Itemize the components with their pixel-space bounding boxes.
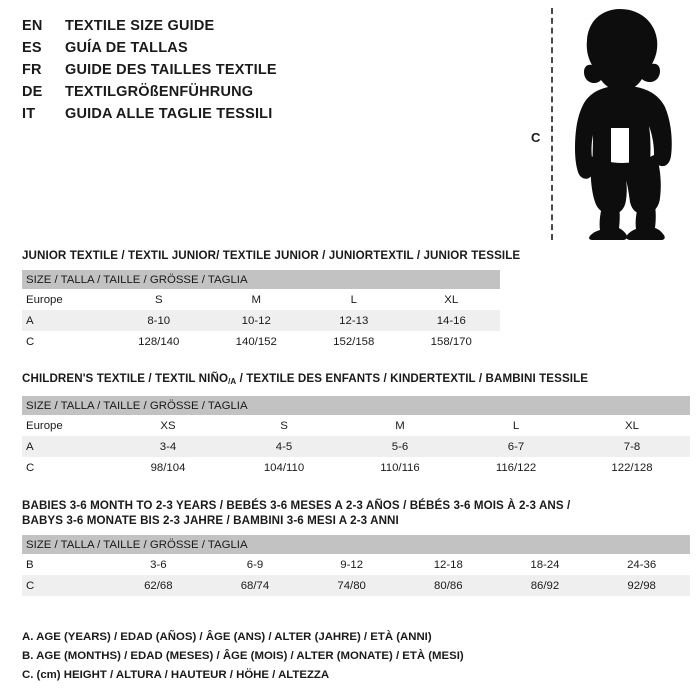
row-label: B xyxy=(22,554,110,575)
section-title: CHILDREN'S TEXTILE / TEXTIL NIÑO/A / TEX… xyxy=(22,371,690,389)
language-title: TEXTILE SIZE GUIDE xyxy=(65,18,215,34)
table-bar-row: SIZE / TALLA / TAILLE / GRÖSSE / TAGLIA xyxy=(22,535,690,554)
language-code: IT xyxy=(22,106,36,122)
table-cell: 152/158 xyxy=(305,331,403,352)
language-row: FR GUIDE DES TAILLES TEXTILE xyxy=(22,62,502,84)
section-title: JUNIOR TEXTILE / TEXTIL JUNIOR/ TEXTILE … xyxy=(22,249,521,262)
table-cell: 128/140 xyxy=(110,331,208,352)
legend-block: A. AGE (YEARS) / EDAD (AÑOS) / ÂGE (ANS)… xyxy=(22,628,464,685)
table-cell: 158/170 xyxy=(402,331,501,352)
language-code: ES xyxy=(22,40,42,56)
language-code: DE xyxy=(22,84,43,100)
table-cell: 6-7 xyxy=(458,436,574,457)
language-code: FR xyxy=(22,62,42,78)
section-junior: JUNIOR TEXTILE / TEXTIL JUNIOR/ TEXTILE … xyxy=(22,248,520,352)
section-title: BABIES 3-6 MONTH TO 2-3 YEARS / BEBÉS 3-… xyxy=(22,499,571,512)
table-cell: 18-24 xyxy=(496,554,594,575)
table-row: C 128/140 140/152 152/158 158/170 xyxy=(22,331,501,352)
height-measure-label: C xyxy=(531,130,541,145)
table-cell: 140/152 xyxy=(207,331,305,352)
table-cell: 104/110 xyxy=(226,457,342,478)
language-title-block: EN TEXTILE SIZE GUIDE ES GUÍA DE TALLAS FR GU… xyxy=(22,18,502,128)
table-cell: 3-6 xyxy=(110,554,207,575)
table-cell: L xyxy=(305,289,403,310)
size-bar-label: SIZE / TALLA / TAILLE / GRÖSSE / TAGLIA xyxy=(22,270,501,289)
language-title: TEXTILGRÖßENFÜHRUNG xyxy=(65,84,254,100)
language-row: IT GUIDA ALLE TAGLIE TESSILI xyxy=(22,106,502,128)
table-cell: 12-18 xyxy=(399,554,497,575)
section-title-part: / TEXTILE DES ENFANTS / KINDERTEXTIL / B… xyxy=(236,372,589,385)
section-babies: BABIES 3-6 MONTH TO 2-3 YEARS / BEBÉS 3-… xyxy=(22,498,690,596)
table-cell: 10-12 xyxy=(207,310,305,331)
row-label: Europe xyxy=(22,289,110,310)
height-measure-dashed-line xyxy=(551,8,553,240)
language-row: DE TEXTILGRÖßENFÜHRUNG xyxy=(22,84,502,106)
table-cell: 122/128 xyxy=(574,457,691,478)
toddler-silhouette-icon xyxy=(557,8,687,245)
table-cell: 3-4 xyxy=(110,436,226,457)
table-cell: 98/104 xyxy=(110,457,226,478)
table-cell: 8-10 xyxy=(110,310,208,331)
language-title: GUIDA ALLE TAGLIE TESSILI xyxy=(65,106,273,122)
table-cell: XL xyxy=(402,289,501,310)
language-row: ES GUÍA DE TALLAS xyxy=(22,40,502,62)
table-row: Europe XS S M L XL xyxy=(22,415,691,436)
table-cell: S xyxy=(226,415,342,436)
table-cell: 9-12 xyxy=(303,554,400,575)
section-title-part: CHILDREN'S TEXTILE / TEXTIL NIÑO xyxy=(22,372,229,385)
table-cell: 92/98 xyxy=(593,575,690,596)
table-cell: L xyxy=(458,415,574,436)
table-cell: 116/122 xyxy=(458,457,574,478)
table-row: C 62/68 68/74 74/80 80/86 86/92 92/98 xyxy=(22,575,690,596)
table-cell: 7-8 xyxy=(574,436,691,457)
table-row: B 3-6 6-9 9-12 12-18 18-24 24-36 xyxy=(22,554,690,575)
section-children: CHILDREN'S TEXTILE / TEXTIL NIÑO/A / TEX… xyxy=(22,371,691,478)
table-cell: 5-6 xyxy=(342,436,458,457)
table-cell: 62/68 xyxy=(110,575,207,596)
row-label: A xyxy=(22,436,110,457)
language-code: EN xyxy=(22,18,43,34)
size-bar-label: SIZE / TALLA / TAILLE / GRÖSSE / TAGLIA xyxy=(22,396,691,415)
table-cell: 110/116 xyxy=(342,457,458,478)
table-cell: 6-9 xyxy=(206,554,304,575)
table-cell: M xyxy=(207,289,305,310)
table-cell: M xyxy=(342,415,458,436)
section-title-subscript: /A xyxy=(228,377,237,386)
table-row: Europe S M L XL xyxy=(22,289,501,310)
row-label: C xyxy=(22,575,110,596)
table-bar-row: SIZE / TALLA / TAILLE / GRÖSSE / TAGLIA xyxy=(22,396,691,415)
row-label: C xyxy=(22,331,110,352)
table-cell: 24-36 xyxy=(593,554,690,575)
size-table-children: SIZE / TALLA / TAILLE / GRÖSSE / TAGLIA E… xyxy=(22,396,691,478)
table-cell: XS xyxy=(110,415,226,436)
size-bar-label: SIZE / TALLA / TAILLE / GRÖSSE / TAGLIA xyxy=(22,535,690,554)
language-title: GUIDE DES TAILLES TEXTILE xyxy=(65,62,277,78)
size-table-babies: SIZE / TALLA / TAILLE / GRÖSSE / TAGLIA B… xyxy=(22,535,690,596)
row-label: C xyxy=(22,457,110,478)
table-cell: 86/92 xyxy=(496,575,594,596)
table-cell: 14-16 xyxy=(402,310,501,331)
language-title: GUÍA DE TALLAS xyxy=(65,40,188,56)
section-title: BABYS 3-6 MONATE BIS 2-3 JAHRE / BAMBINI… xyxy=(22,514,399,527)
legend-row: B. AGE (MONTHS) / EDAD (MESES) / ÂGE (MO… xyxy=(22,650,464,662)
table-cell: XL xyxy=(574,415,691,436)
language-row: EN TEXTILE SIZE GUIDE xyxy=(22,18,502,40)
table-row: C 98/104 104/110 110/116 116/122 122/128 xyxy=(22,457,691,478)
table-row: A 3-4 4-5 5-6 6-7 7-8 xyxy=(22,436,691,457)
table-cell: 68/74 xyxy=(206,575,304,596)
row-label: Europe xyxy=(22,415,110,436)
legend-row: C. (cm) HEIGHT / ALTURA / HAUTEUR / HÖHE… xyxy=(22,669,330,681)
table-cell: 74/80 xyxy=(303,575,400,596)
legend-row: A. AGE (YEARS) / EDAD (AÑOS) / ÂGE (ANS)… xyxy=(22,631,432,643)
row-label: A xyxy=(22,310,110,331)
size-figure: C xyxy=(505,0,700,245)
table-cell: 4-5 xyxy=(226,436,342,457)
table-cell: S xyxy=(110,289,208,310)
table-cell: 12-13 xyxy=(305,310,403,331)
table-bar-row: SIZE / TALLA / TAILLE / GRÖSSE / TAGLIA xyxy=(22,270,501,289)
size-table-junior: SIZE / TALLA / TAILLE / GRÖSSE / TAGLIA E… xyxy=(22,270,501,352)
table-row: A 8-10 10-12 12-13 14-16 xyxy=(22,310,501,331)
table-cell: 80/86 xyxy=(399,575,497,596)
